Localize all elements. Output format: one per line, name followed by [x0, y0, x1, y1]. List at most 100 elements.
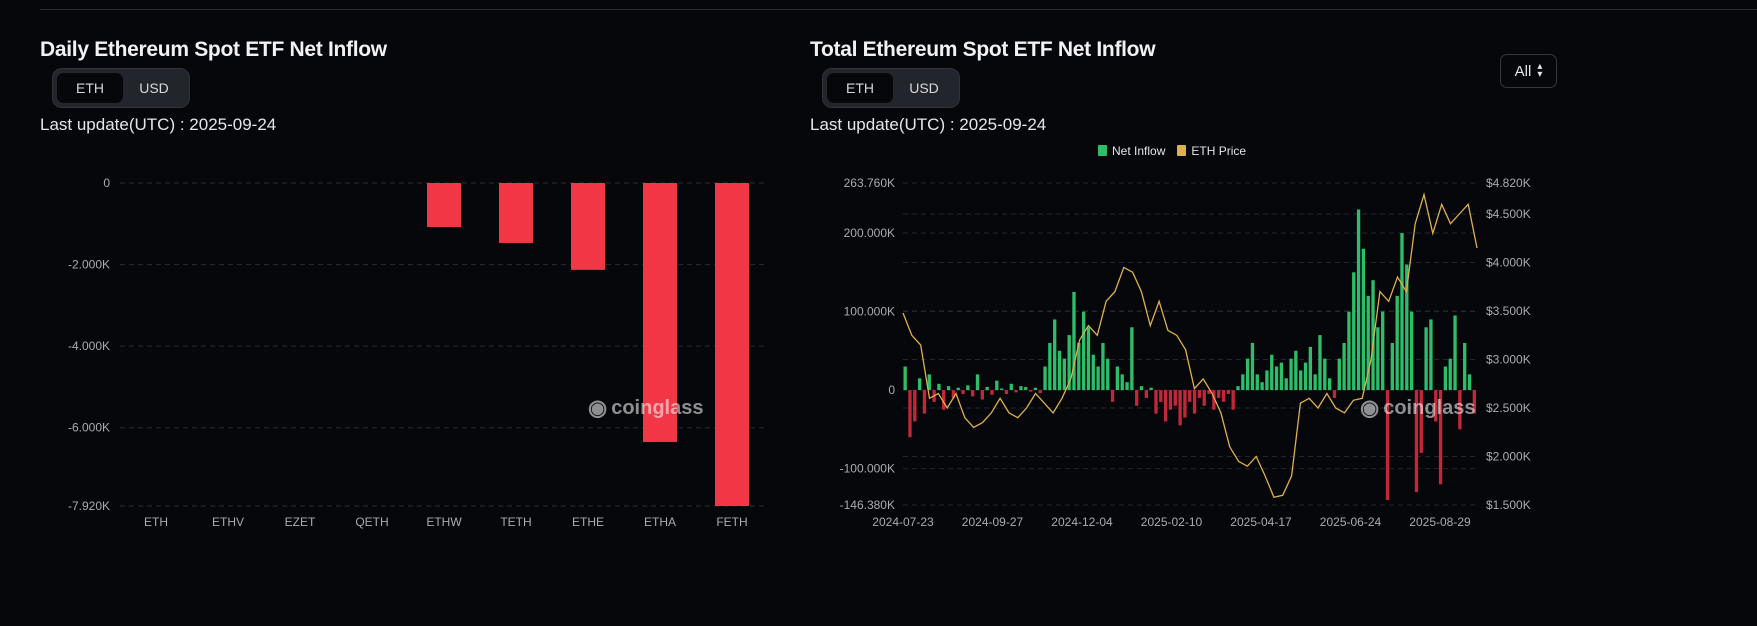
inflow-bar	[1086, 327, 1091, 391]
inflow-bar	[1043, 366, 1047, 391]
inflow-bar	[1038, 390, 1042, 394]
right-toggle-usd[interactable]: USD	[909, 80, 939, 96]
legend-label: ETH Price	[1191, 144, 1247, 158]
left-toggle-usd[interactable]: USD	[139, 80, 169, 96]
left-y-tick-label: 200.000K	[844, 226, 895, 240]
inflow-bar	[1241, 374, 1245, 391]
right-y-tick-label: $4.500K	[1486, 207, 1531, 221]
x-tick-label: TETH	[500, 515, 531, 529]
inflow-bar	[1463, 342, 1467, 391]
inflow-bar	[1062, 358, 1066, 391]
inflow-bar	[999, 388, 1004, 391]
inflow-bar	[1077, 342, 1081, 391]
inflow-bar	[1250, 342, 1255, 391]
right-y-tick-label: $3.500K	[1486, 304, 1531, 318]
inflow-bar	[1443, 366, 1448, 391]
inflow-bar	[1028, 390, 1033, 392]
inflow-bar	[1434, 390, 1438, 422]
inflow-bar	[1014, 390, 1018, 393]
inflow-bar	[1125, 382, 1129, 391]
left-toggle-eth[interactable]: ETH	[57, 73, 123, 103]
inflow-bar	[1308, 346, 1312, 391]
inflow-bar	[1405, 264, 1409, 391]
inflow-bar	[946, 386, 951, 391]
inflow-bar	[1381, 311, 1385, 391]
y-tick-label: -2.000K	[68, 258, 110, 272]
inflow-bar	[990, 390, 994, 395]
right-y-tick-label: $2.000K	[1486, 450, 1531, 464]
inflow-bar	[1245, 358, 1250, 391]
inflow-bar	[1149, 387, 1153, 391]
right-y-tick-label: $4.820K	[1486, 176, 1531, 190]
inflow-bar	[1048, 342, 1052, 391]
inflow-bar	[1284, 378, 1288, 391]
bar-ethw	[427, 183, 461, 228]
inflow-bar	[1033, 387, 1038, 391]
watermark-text: coinglass	[611, 396, 704, 419]
inflow-bar	[1183, 390, 1187, 418]
watermark-text: coinglass	[1383, 396, 1476, 419]
inflow-bar	[927, 374, 931, 391]
bar-etha	[643, 183, 677, 442]
inflow-bar	[1400, 233, 1404, 391]
legend-net-inflow[interactable]: Net Inflow	[1098, 144, 1165, 158]
inflow-bar	[1154, 390, 1158, 414]
inflow-bar	[1217, 390, 1221, 398]
coinglass-logo-icon: ◉	[1360, 395, 1380, 420]
inflow-bar	[1192, 390, 1197, 414]
left-y-tick-label: -146.380K	[840, 498, 895, 512]
x-tick-label: 2024-12-04	[1051, 515, 1113, 529]
inflow-bar	[1110, 390, 1115, 402]
inflow-bar	[1024, 386, 1028, 391]
inflow-bar	[1226, 390, 1230, 395]
inflow-bar	[1279, 362, 1284, 391]
range-select-value: All	[1514, 62, 1532, 80]
right-chart-title: Total Ethereum Spot ETF Net Inflow	[810, 38, 1156, 61]
inflow-bar	[1371, 280, 1375, 391]
inflow-bar	[1395, 295, 1399, 391]
inflow-bar	[1448, 358, 1452, 391]
inflow-bar	[1376, 327, 1380, 391]
right-last-update: Last update(UTC) : 2025-09-24	[810, 115, 1047, 134]
inflow-bar	[1332, 390, 1337, 398]
inflow-bar	[1202, 390, 1206, 406]
top-divider	[40, 9, 1757, 10]
range-select[interactable]: All ▴ ▾	[1500, 54, 1557, 88]
inflow-bar	[1323, 358, 1327, 391]
right-y-tick-label: $1.500K	[1486, 498, 1531, 512]
inflow-bar	[1163, 390, 1168, 422]
right-watermark: ◉ coinglass	[1360, 395, 1475, 421]
inflow-bar	[1236, 386, 1240, 391]
inflow-bar	[1313, 374, 1317, 391]
inflow-bar	[1053, 319, 1057, 391]
legend-eth-price[interactable]: ETH Price	[1177, 144, 1246, 158]
inflow-bar	[1424, 327, 1428, 391]
inflow-bar	[1255, 374, 1259, 391]
inflow-bar	[1106, 358, 1110, 391]
inflow-bar	[1303, 362, 1308, 391]
inflow-bar	[1390, 342, 1394, 391]
inflow-bar	[1318, 335, 1322, 391]
left-chart-title: Daily Ethereum Spot ETF Net Inflow	[40, 38, 387, 61]
inflow-bar	[1130, 327, 1134, 391]
y-tick-label: -4.000K	[68, 339, 110, 353]
right-unit-toggle: ETH USD	[822, 68, 960, 108]
left-last-update: Last update(UTC) : 2025-09-24	[40, 115, 277, 134]
bar-feth	[715, 183, 749, 506]
right-y-tick-label: $2.500K	[1486, 401, 1531, 415]
inflow-bar	[956, 387, 960, 391]
inflow-bar	[1139, 386, 1144, 391]
inflow-bar	[1168, 390, 1173, 410]
x-tick-label: QETH	[355, 515, 388, 529]
x-tick-label: FETH	[716, 515, 747, 529]
inflow-bar	[1366, 295, 1370, 391]
x-tick-label: ETHV	[212, 515, 244, 529]
inflow-bar	[1197, 390, 1202, 398]
x-tick-label: ETH	[144, 515, 168, 529]
x-tick-label: EZET	[285, 515, 316, 529]
inflow-bar	[903, 366, 907, 391]
inflow-bar	[985, 386, 989, 391]
right-toggle-eth[interactable]: ETH	[827, 73, 893, 103]
inflow-bar	[1019, 386, 1023, 391]
x-tick-label: ETHW	[426, 515, 462, 529]
